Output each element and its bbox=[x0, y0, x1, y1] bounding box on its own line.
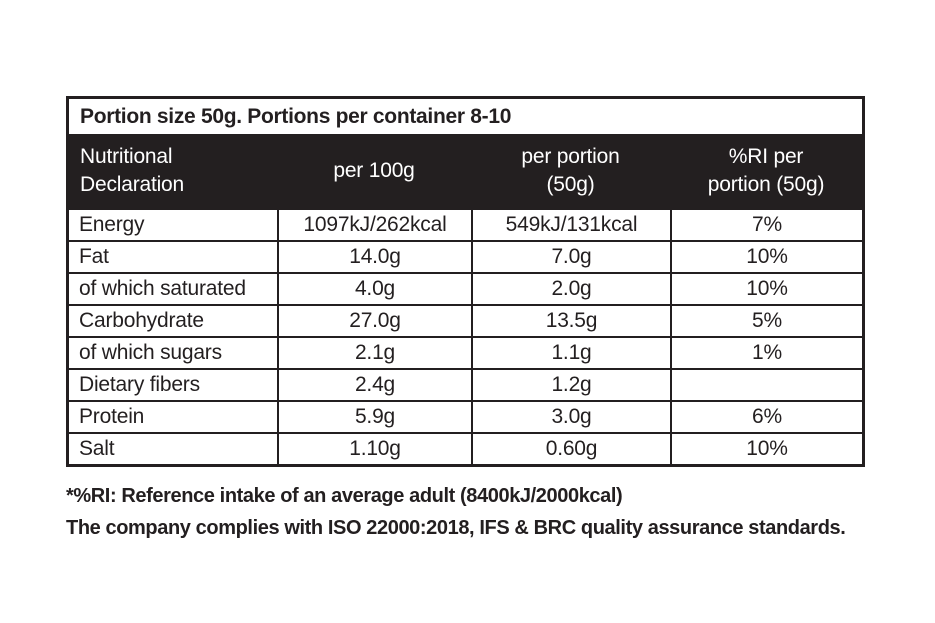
row-label: Carbohydrate bbox=[79, 309, 204, 332]
value-per-portion: 7.0g bbox=[471, 242, 670, 272]
value-per-portion: 1.1g bbox=[471, 338, 670, 368]
value-per-100g: 5.9g bbox=[277, 402, 471, 432]
portion-info-row: Portion size 50g. Portions per container… bbox=[69, 99, 862, 134]
table-row-salt: Salt 1.10g 0.60g 10% bbox=[69, 432, 862, 464]
value-ri: 6% bbox=[670, 402, 862, 432]
row-label: Dietary fibers bbox=[79, 373, 200, 396]
value-per-100g: 2.4g bbox=[277, 370, 471, 400]
table-row-energy: Energy 1097kJ/262kcal 549kJ/131kcal 7% bbox=[69, 208, 862, 240]
row-label: of which sugars bbox=[79, 341, 222, 364]
value-ri: 1% bbox=[670, 338, 862, 368]
value-ri: 10% bbox=[670, 434, 862, 464]
value-per-100g: 2.1g bbox=[277, 338, 471, 368]
column-header-row: Nutritional Declaration per 100g per por… bbox=[69, 134, 862, 208]
header-per-100g: per 100g bbox=[333, 159, 415, 182]
header-ri-per-portion: %RI per portion (50g) bbox=[707, 145, 825, 196]
value-ri: 5% bbox=[670, 306, 862, 336]
row-label: Salt bbox=[79, 437, 115, 460]
nutrition-table: Portion size 50g. Portions per container… bbox=[66, 96, 865, 467]
portion-info-text: Portion size 50g. Portions per container… bbox=[80, 104, 512, 128]
row-label: Energy bbox=[79, 213, 145, 236]
table-row-carbohydrate: Carbohydrate 27.0g 13.5g 5% bbox=[69, 304, 862, 336]
value-per-100g: 1.10g bbox=[277, 434, 471, 464]
footnote-ri-reference: *%RI: Reference intake of an average adu… bbox=[66, 485, 623, 507]
nutrition-label: Portion size 50g. Portions per container… bbox=[66, 96, 865, 544]
value-per-portion: 549kJ/131kcal bbox=[471, 210, 670, 240]
header-per-portion: per portion (50g) bbox=[521, 145, 620, 196]
value-per-portion: 3.0g bbox=[471, 402, 670, 432]
table-row-fat: Fat 14.0g 7.0g 10% bbox=[69, 240, 862, 272]
value-ri bbox=[670, 370, 862, 400]
table-row-protein: Protein 5.9g 3.0g 6% bbox=[69, 400, 862, 432]
row-label: of which saturated bbox=[79, 277, 246, 300]
header-nutritional-declaration: Nutritional Declaration bbox=[80, 145, 185, 196]
value-per-portion: 1.2g bbox=[471, 370, 670, 400]
value-per-portion: 2.0g bbox=[471, 274, 670, 304]
value-per-portion: 0.60g bbox=[471, 434, 670, 464]
value-per-portion: 13.5g bbox=[471, 306, 670, 336]
row-label: Protein bbox=[79, 405, 145, 428]
table-row-dietary-fibers: Dietary fibers 2.4g 1.2g bbox=[69, 368, 862, 400]
table-row-saturated: of which saturated 4.0g 2.0g 10% bbox=[69, 272, 862, 304]
table-row-sugars: of which sugars 2.1g 1.1g 1% bbox=[69, 336, 862, 368]
row-label: Fat bbox=[79, 245, 109, 268]
footnotes: *%RI: Reference intake of an average adu… bbox=[66, 480, 865, 544]
value-per-100g: 1097kJ/262kcal bbox=[277, 210, 471, 240]
value-ri: 7% bbox=[670, 210, 862, 240]
value-ri: 10% bbox=[670, 242, 862, 272]
value-per-100g: 4.0g bbox=[277, 274, 471, 304]
value-per-100g: 27.0g bbox=[277, 306, 471, 336]
value-ri: 10% bbox=[670, 274, 862, 304]
footnote-quality-standards: The company complies with ISO 22000:2018… bbox=[66, 517, 846, 539]
value-per-100g: 14.0g bbox=[277, 242, 471, 272]
